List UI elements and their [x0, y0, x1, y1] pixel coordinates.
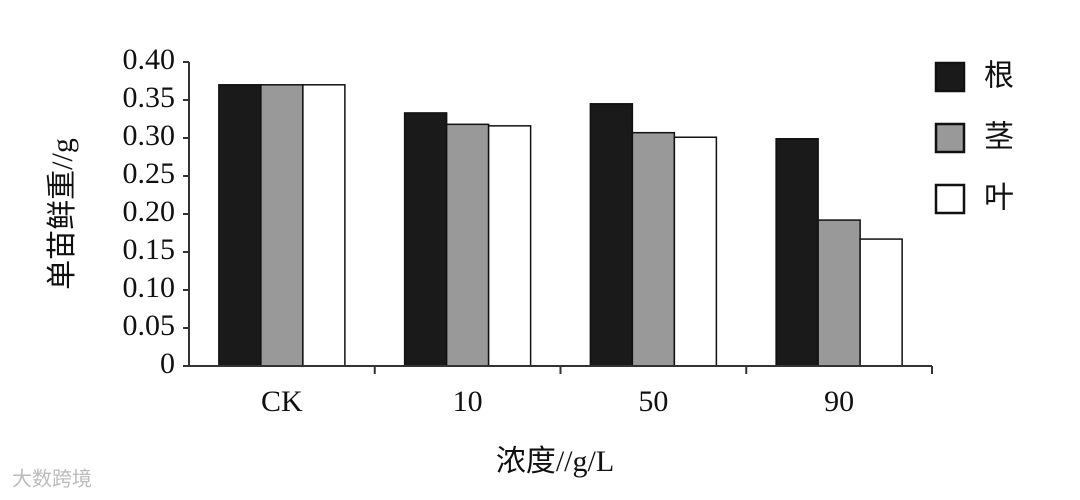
x-tick-label: 10: [453, 385, 483, 418]
x-tick-label: 50: [638, 385, 668, 418]
legend-swatch: [934, 61, 966, 93]
y-tick-label: 0: [160, 347, 175, 380]
x-tick-label: 90: [824, 385, 854, 418]
bar: [673, 136, 718, 367]
bar: [589, 103, 634, 367]
legend-swatch: [934, 122, 966, 154]
y-axis-label: 单苗鲜重//g: [46, 138, 79, 290]
bar: [260, 84, 304, 367]
x-axis-label: 浓度//g/L: [496, 445, 614, 478]
y-tick-label: 0.40: [123, 43, 176, 76]
y-tick-label: 0.05: [123, 309, 176, 342]
bar: [445, 123, 490, 367]
y-tick-label: 0.20: [123, 195, 176, 228]
y-tick-label: 0.25: [123, 157, 176, 190]
bar: [859, 238, 903, 367]
bar: [775, 138, 819, 367]
y-tick-label: 0.15: [123, 233, 176, 266]
bar: [302, 84, 346, 367]
y-tick-label: 0.35: [123, 81, 176, 114]
y-tick-label: 0.10: [123, 271, 176, 304]
bar: [218, 84, 262, 367]
bar: [631, 131, 676, 367]
legend-label: 叶: [984, 181, 1014, 216]
bar: [403, 112, 448, 367]
y-tick-label: 0.30: [123, 119, 176, 152]
x-tick-label: CK: [261, 385, 303, 418]
watermark: 大数跨境: [12, 467, 92, 491]
legend-label: 根: [984, 59, 1014, 94]
legend-label: 茎: [984, 120, 1014, 155]
bar: [487, 125, 532, 367]
legend-swatch: [934, 183, 966, 215]
bar: [817, 219, 861, 367]
